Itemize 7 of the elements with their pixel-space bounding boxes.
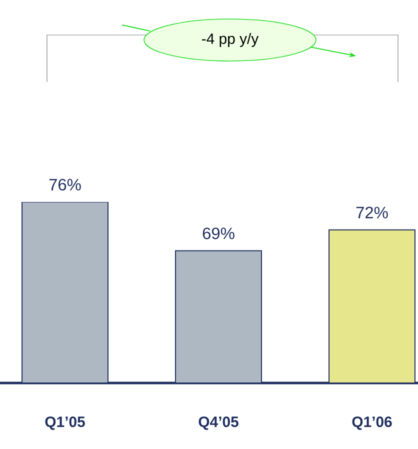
data-label: 76% [49, 178, 81, 190]
x-tick-label: Q4’05 [198, 416, 238, 430]
text: -4 pp y/y [202, 33, 259, 47]
data-label: 69% [202, 228, 234, 240]
x-tick-label: Q1’06 [352, 416, 392, 430]
data-label: 72% [356, 206, 388, 218]
x-tick-label: Q1’05 [45, 416, 85, 430]
